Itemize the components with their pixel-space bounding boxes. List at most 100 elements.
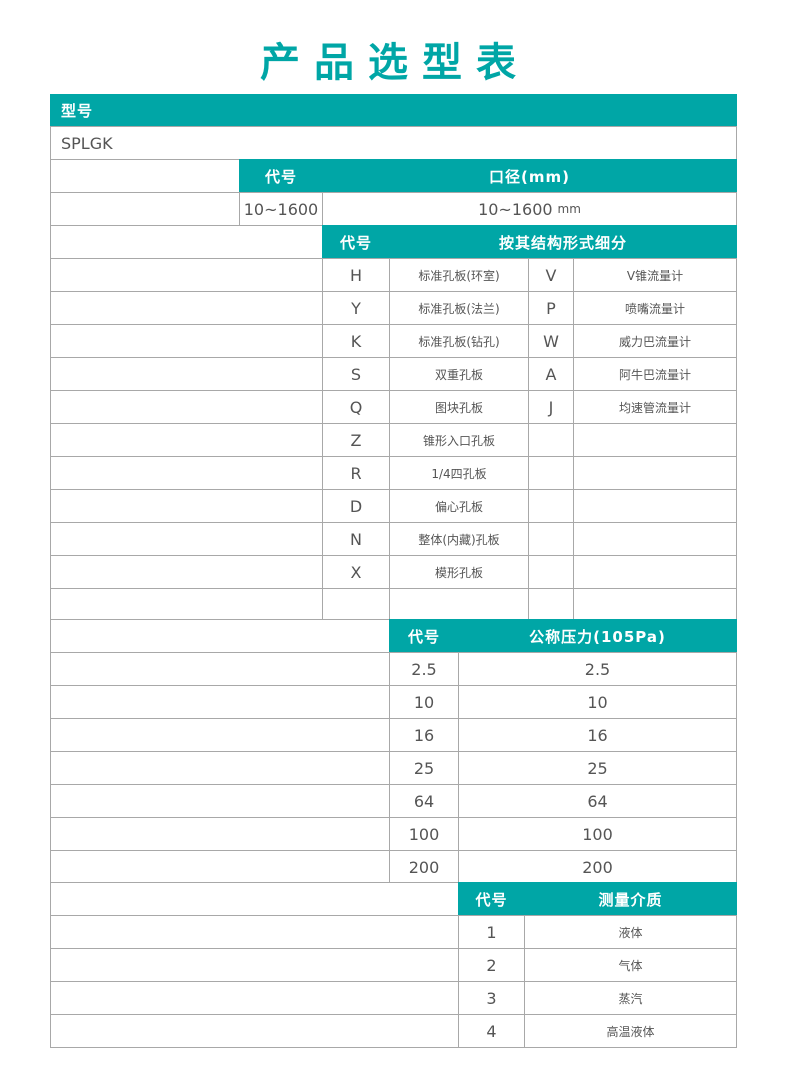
medium-code: 1 xyxy=(458,915,525,949)
blank-cell xyxy=(50,981,459,1015)
pressure-value: 100 xyxy=(458,817,737,851)
diameter-code: 10~1600 xyxy=(239,192,323,226)
structure-code: Y xyxy=(322,291,390,325)
structure-name2 xyxy=(573,588,737,622)
blank-cell xyxy=(50,652,390,686)
blank-cell xyxy=(50,555,323,589)
medium-code-header: 代号 xyxy=(458,882,525,916)
diameter-value: 10~1600 mm xyxy=(322,192,737,226)
structure-code2: P xyxy=(528,291,574,325)
blank-cell xyxy=(50,324,323,358)
structure-code2 xyxy=(528,489,574,523)
pressure-value: 64 xyxy=(458,784,737,818)
structure-code2: V xyxy=(528,258,574,292)
pressure-code-header: 代号 xyxy=(389,619,459,653)
structure-code: X xyxy=(322,555,390,589)
structure-code: H xyxy=(322,258,390,292)
structure-name2 xyxy=(573,489,737,523)
diameter-value-text: 10~1600 xyxy=(478,199,553,219)
model-header: 型号 xyxy=(50,94,737,127)
blank-cell xyxy=(50,489,323,523)
structure-name2: 均速管流量计 xyxy=(573,390,737,424)
structure-name2 xyxy=(573,555,737,589)
medium-value: 高温液体 xyxy=(524,1014,737,1048)
structure-name2: 威力巴流量计 xyxy=(573,324,737,358)
structure-name: 整体(内藏)孔板 xyxy=(389,522,529,556)
blank-cell xyxy=(50,357,323,391)
structure-code: S xyxy=(322,357,390,391)
pressure-value: 16 xyxy=(458,718,737,752)
blank-cell xyxy=(50,588,323,622)
structure-code: K xyxy=(322,324,390,358)
pressure-header: 公称压力(105Pa) xyxy=(458,619,737,653)
structure-code: D xyxy=(322,489,390,523)
structure-name: 图块孔板 xyxy=(389,390,529,424)
pressure-value: 2.5 xyxy=(458,652,737,686)
structure-name: 偏心孔板 xyxy=(389,489,529,523)
blank-cell xyxy=(50,159,240,193)
blank-cell xyxy=(50,258,323,292)
blank-cell xyxy=(50,882,459,916)
medium-code: 2 xyxy=(458,948,525,982)
pressure-code: 2.5 xyxy=(389,652,459,686)
structure-code-header: 代号 xyxy=(322,225,390,259)
blank-cell xyxy=(50,291,323,325)
diameter-header: 口径(mm) xyxy=(322,159,737,193)
blank-cell xyxy=(50,225,323,259)
blank-cell xyxy=(50,784,390,818)
pressure-value: 25 xyxy=(458,751,737,785)
structure-name: 锥形入口孔板 xyxy=(389,423,529,457)
structure-header: 按其结构形式细分 xyxy=(389,225,737,259)
structure-name: 标准孔板(法兰) xyxy=(389,291,529,325)
pressure-code: 200 xyxy=(389,850,459,884)
structure-code: Z xyxy=(322,423,390,457)
structure-name2 xyxy=(573,423,737,457)
structure-name2 xyxy=(573,456,737,490)
structure-name2: 阿牛巴流量计 xyxy=(573,357,737,391)
structure-name: 1/4四孔板 xyxy=(389,456,529,490)
structure-name2 xyxy=(573,522,737,556)
blank-cell xyxy=(50,751,390,785)
structure-code2: A xyxy=(528,357,574,391)
blank-cell xyxy=(50,390,323,424)
page-title: 产品选型表 xyxy=(260,40,530,86)
pressure-value: 10 xyxy=(458,685,737,719)
structure-name2: 喷嘴流量计 xyxy=(573,291,737,325)
structure-code2 xyxy=(528,555,574,589)
structure-code: R xyxy=(322,456,390,490)
structure-code2: W xyxy=(528,324,574,358)
pressure-code: 100 xyxy=(389,817,459,851)
pressure-code: 25 xyxy=(389,751,459,785)
blank-cell xyxy=(50,817,390,851)
blank-cell xyxy=(50,915,459,949)
pressure-code: 16 xyxy=(389,718,459,752)
structure-code2: J xyxy=(528,390,574,424)
selection-table: 型号 SPLGK 代号 口径(mm) 10~1600 10~1600 mm 代号 按其结构形式细… xyxy=(50,94,737,1048)
medium-code: 4 xyxy=(458,1014,525,1048)
structure-name xyxy=(389,588,529,622)
structure-code xyxy=(322,588,390,622)
model-value: SPLGK xyxy=(50,126,737,160)
structure-code2 xyxy=(528,456,574,490)
structure-code: Q xyxy=(322,390,390,424)
structure-name2: V锥流量计 xyxy=(573,258,737,292)
structure-name: 双重孔板 xyxy=(389,357,529,391)
structure-code2 xyxy=(528,522,574,556)
blank-cell xyxy=(50,423,323,457)
blank-cell xyxy=(50,948,459,982)
diameter-code-header: 代号 xyxy=(239,159,323,193)
blank-cell xyxy=(50,850,390,884)
pressure-value: 200 xyxy=(458,850,737,884)
structure-code2 xyxy=(528,423,574,457)
blank-cell xyxy=(50,619,390,653)
medium-value: 液体 xyxy=(524,915,737,949)
medium-header: 测量介质 xyxy=(524,882,737,916)
blank-cell xyxy=(50,456,323,490)
structure-name: 模形孔板 xyxy=(389,555,529,589)
blank-cell xyxy=(50,718,390,752)
medium-value: 气体 xyxy=(524,948,737,982)
blank-cell xyxy=(50,1014,459,1048)
blank-cell xyxy=(50,685,390,719)
medium-code: 3 xyxy=(458,981,525,1015)
medium-value: 蒸汽 xyxy=(524,981,737,1015)
